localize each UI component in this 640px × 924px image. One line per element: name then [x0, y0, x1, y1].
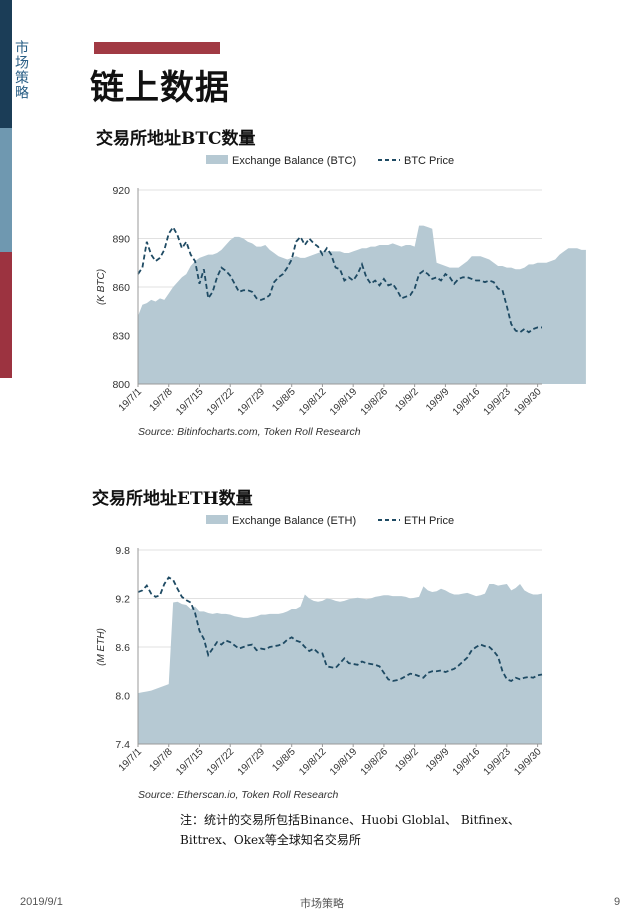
btc-balance-chart: Exchange Balance (BTC) BTC Price 800 830 860… [96, 155, 586, 418]
x-tick-label: 19/9/30 [512, 746, 544, 778]
x-tick-label: 19/8/12 [297, 386, 329, 418]
x-tick-label: 19/7/8 [147, 386, 175, 414]
series-area [138, 225, 586, 384]
x-tick-label: 19/9/16 [451, 746, 483, 778]
legend-area-label: Exchange Balance (BTC) [232, 155, 356, 167]
y-axis-label: (M ETH) [96, 628, 107, 666]
series-line [137, 576, 543, 682]
y-axis-label: (K BTC) [96, 269, 107, 305]
legend-area-swatch [206, 515, 228, 524]
x-tick-label: 19/8/12 [297, 746, 329, 778]
x-tick-label: 19/9/23 [482, 386, 514, 418]
legend-area-swatch [206, 155, 228, 164]
y-tick-label: 8.6 [115, 642, 130, 654]
legend-line-label: ETH Price [404, 515, 454, 527]
chart-1-source: Source: Bitinfocharts.com, Token Roll Re… [138, 426, 361, 438]
x-tick-label: 19/7/22 [205, 746, 237, 778]
x-tick-label: 19/7/15 [174, 386, 206, 418]
x-tick-label: 19/7/29 [236, 746, 268, 778]
y-tick-label: 9.2 [115, 594, 130, 606]
y-tick-label: 830 [112, 331, 130, 343]
x-tick-label: 19/9/2 [393, 386, 421, 414]
chart-2-title: 交易所地址ETH数量 [92, 489, 253, 509]
y-tick-label: 920 [112, 185, 130, 197]
page-number: 9 [614, 896, 621, 908]
x-tick-label: 19/8/5 [270, 746, 298, 774]
y-tick-label: 7.4 [115, 739, 130, 751]
legend-line-label: BTC Price [404, 155, 454, 167]
sidebar-red-band [0, 252, 12, 378]
footer-date: 2019/9/1 [20, 896, 63, 908]
title-accent-bar [94, 42, 220, 54]
series-area [138, 583, 542, 744]
x-tick-label: 19/7/29 [236, 386, 268, 418]
chart-1-title: 交易所地址BTC数量 [96, 129, 256, 149]
x-tick-label: 19/9/16 [451, 386, 483, 418]
x-tick-label: 19/7/22 [205, 386, 237, 418]
x-tick-label: 19/8/26 [359, 746, 391, 778]
x-tick-label: 19/9/23 [482, 746, 514, 778]
x-tick-label: 19/7/8 [147, 746, 175, 774]
x-tick-label: 19/8/26 [359, 386, 391, 418]
y-tick-label: 890 [112, 234, 130, 246]
x-tick-label: 19/9/30 [512, 386, 544, 418]
x-tick-label: 19/9/9 [424, 386, 452, 414]
y-tick-label: 8.0 [115, 691, 130, 703]
y-tick-label: 800 [112, 379, 130, 391]
page-title: 链上数据 [90, 68, 230, 108]
x-tick-label: 19/7/15 [174, 746, 206, 778]
y-tick-label: 9.8 [115, 545, 130, 557]
x-tick-label: 19/9/2 [393, 746, 421, 774]
y-tick-label: 860 [112, 282, 130, 294]
x-tick-label: 19/8/5 [270, 386, 298, 414]
chart-2-source: Source: Etherscan.io, Token Roll Researc… [138, 789, 339, 801]
footer-section: 市场策略 [300, 897, 344, 910]
footnote: 注：统计的交易所包括Binance、Huobi Globlal、 Bitfine… [180, 813, 520, 847]
series-line [137, 225, 542, 334]
x-tick-label: 19/8/19 [328, 746, 360, 778]
sidebar-mid-band [0, 128, 12, 252]
sidebar-label: 市场策略 [13, 40, 29, 100]
eth-balance-chart: Exchange Balance (ETH) ETH Price 7.4 8.0 8.6… [96, 515, 544, 778]
x-tick-label: 19/9/9 [424, 746, 452, 774]
x-tick-label: 19/8/19 [328, 386, 360, 418]
legend-area-label: Exchange Balance (ETH) [232, 515, 356, 527]
sidebar-dark-band [0, 0, 12, 128]
